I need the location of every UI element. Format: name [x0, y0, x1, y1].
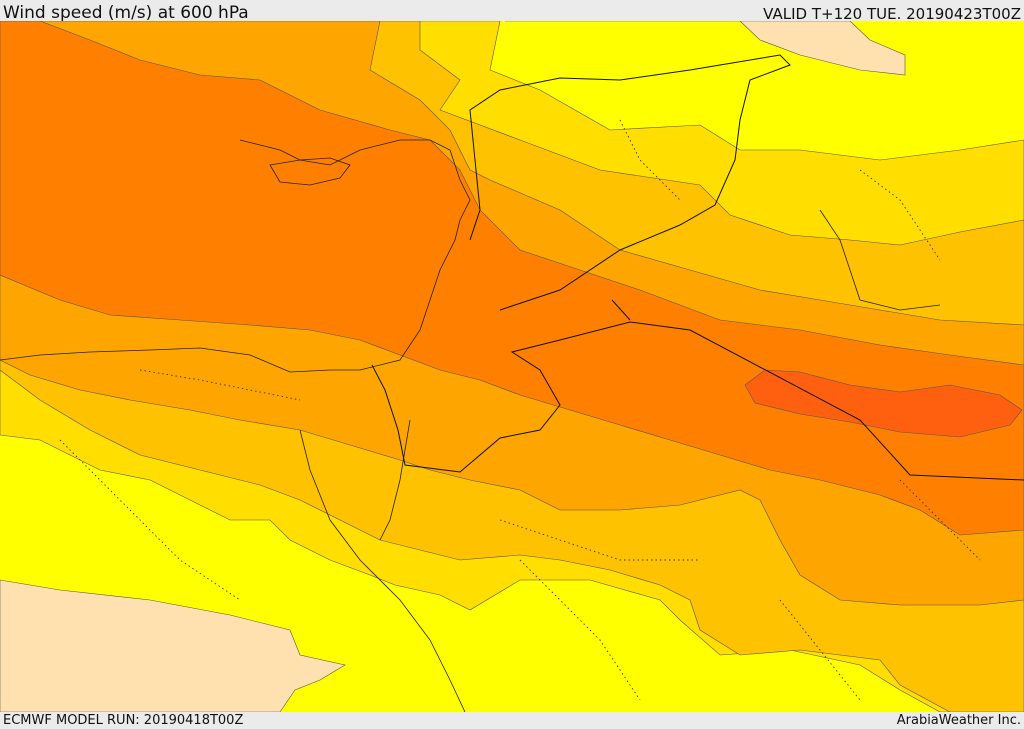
calm-patch-southwest: [0, 579, 346, 712]
border-lines: [371, 54, 1024, 481]
contour-band-5: [744, 369, 1023, 438]
coastline-red-sea: [299, 419, 466, 712]
calm-patch-north: [505, 21, 906, 76]
coastline-mediterranean: [0, 139, 471, 373]
coastline-cyprus: [269, 157, 351, 186]
model-run-label: ECMWF MODEL RUN: 20190418T00Z: [3, 713, 244, 728]
map-title: Wind speed (m/s) at 600 hPa: [3, 3, 249, 23]
map-canvas: [0, 21, 1024, 712]
valid-time: VALID T+120 TUE. 20190423T00Z: [763, 5, 1021, 23]
wind-speed-map: [0, 21, 1024, 712]
credit-label: ArabiaWeather Inc.: [896, 713, 1021, 728]
dotted-boundaries: [59, 119, 981, 701]
contour-band-4: [0, 21, 1024, 536]
coastline-gulf: [819, 209, 941, 311]
